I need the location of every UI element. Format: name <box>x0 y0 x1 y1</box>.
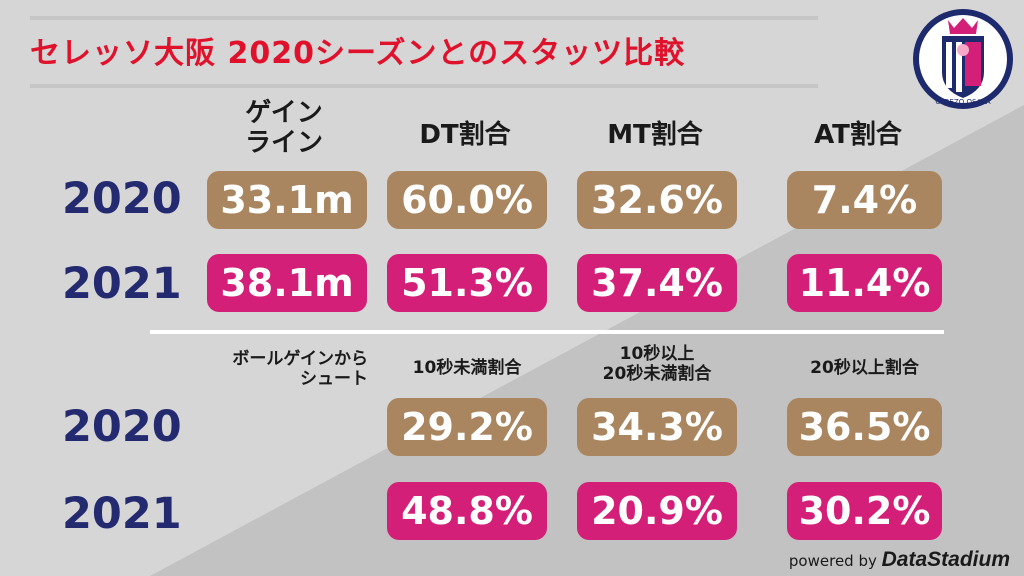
value-2021-mt: 37.4% <box>577 254 737 312</box>
value-2020-at: 7.4% <box>787 171 942 229</box>
svg-text:CEREZO OSAKA: CEREZO OSAKA <box>935 98 990 106</box>
row-year-2021-bottom: 2021 <box>62 489 182 539</box>
value-2021-over-20s: 30.2% <box>787 482 942 540</box>
value-2020-gain-line: 33.1m <box>207 171 367 229</box>
credit-prefix: powered by <box>788 552 877 570</box>
value-2021-10-to-20s: 20.9% <box>577 482 737 540</box>
value-2020-under-10s: 29.2% <box>387 398 547 456</box>
value-2020-dt: 60.0% <box>387 171 547 229</box>
row-year-2020-bottom: 2020 <box>62 402 182 452</box>
header-over-20s: 20秒以上割合 <box>810 358 919 378</box>
header-gain-line: ゲイン ライン <box>219 98 349 158</box>
value-2021-dt: 51.3% <box>387 254 547 312</box>
header-under-10s: 10秒未満割合 <box>412 358 522 378</box>
powered-by-credit: powered by DataStadium <box>789 548 1010 572</box>
header-at-ratio: AT割合 <box>814 120 902 150</box>
datastadium-logo: DataStadium <box>881 548 1010 571</box>
header-gain-line-2: ライン <box>244 128 323 158</box>
value-2020-10-to-20s: 34.3% <box>577 398 737 456</box>
row-year-2021-top: 2021 <box>62 259 182 309</box>
header-10-to-20s: 10秒以上 20秒未満割合 <box>577 344 737 384</box>
header-10-to-20s-1: 10秒以上 <box>619 344 695 364</box>
header-gain-to-shot: ボールゲインから シュート <box>166 349 368 389</box>
header-10-to-20s-2: 20秒未満割合 <box>602 364 712 384</box>
title-bottom-rule <box>30 84 818 88</box>
value-2021-under-10s: 48.8% <box>387 482 547 540</box>
header-gain-to-shot-1: ボールゲインから <box>232 349 368 369</box>
value-2020-over-20s: 36.5% <box>787 398 942 456</box>
header-dt-ratio: DT割合 <box>419 120 511 150</box>
section-divider <box>150 330 944 334</box>
title-top-rule <box>30 16 818 20</box>
header-mt-ratio: MT割合 <box>607 120 703 150</box>
row-year-2020-top: 2020 <box>62 174 182 224</box>
value-2021-gain-line: 38.1m <box>207 254 367 312</box>
page-title: セレッソ大阪 2020シーズンとのスタッツ比較 <box>30 36 686 71</box>
value-2021-at: 11.4% <box>787 254 942 312</box>
header-gain-to-shot-2: シュート <box>300 369 368 389</box>
header-gain-line-1: ゲイン <box>245 98 323 128</box>
value-2020-mt: 32.6% <box>577 171 737 229</box>
cerezo-osaka-crest-icon: CEREZO OSAKA <box>913 9 1013 109</box>
